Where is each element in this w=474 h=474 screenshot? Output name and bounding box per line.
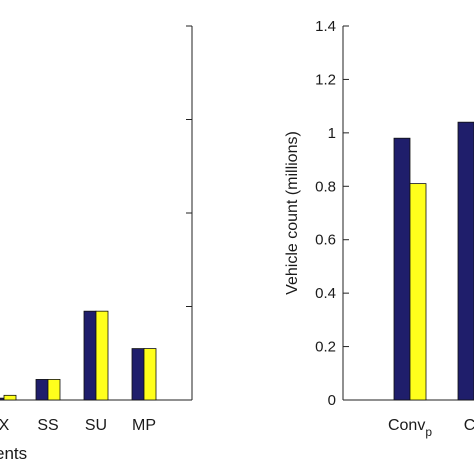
- left-bar-series2-mp: [143, 348, 157, 401]
- right-y-axis-label: Vehicle count (millions): [284, 131, 301, 295]
- right-bar-series1-cat1: [393, 137, 411, 401]
- left-bar-series2-su: [95, 310, 109, 401]
- right-y-tick-label: 0.8: [315, 178, 336, 195]
- left-chart: X SS SU MP ents: [0, 25, 193, 463]
- right-y-ticks: 0 0.2 0.4 0.6 0.8 1 1.2 1.4: [315, 18, 349, 409]
- left-x-tick-label: X: [0, 417, 10, 434]
- left-x-tick-label: SS: [37, 417, 58, 434]
- left-x-tick-label: SU: [85, 417, 107, 434]
- right-y-tick-label: 0.2: [315, 339, 336, 356]
- left-bar-series2-ss: [47, 379, 61, 401]
- right-bars: [393, 121, 474, 401]
- left-x-tick-labels: X SS SU MP: [0, 417, 156, 434]
- right-x-tick-label: Convp: [388, 417, 432, 439]
- right-bar-series1-cat2: [457, 121, 474, 401]
- left-bars: [0, 310, 157, 401]
- right-y-tick-label: 0.4: [315, 285, 336, 302]
- right-y-tick-label: 0: [328, 392, 336, 409]
- right-bar-series2-cat1: [409, 183, 427, 401]
- right-y-tick-label: 1.4: [315, 18, 336, 35]
- right-y-tick-label: 1.2: [315, 71, 336, 88]
- right-x-tick-labels: Convp Co: [388, 417, 474, 439]
- left-bar-series1-su: [83, 310, 97, 401]
- left-x-axis-label: ents: [0, 444, 27, 463]
- right-y-tick-label: 1: [328, 125, 336, 142]
- right-chart: 0 0.2 0.4 0.6 0.8 1 1.2 1.4 Convp Co Vehicle cou…: [284, 18, 474, 439]
- left-bar-series1-x: [0, 397, 5, 401]
- right-x-tick-label: Co: [464, 417, 474, 434]
- left-y-ticks: [186, 25, 192, 401]
- right-y-tick-label: 0.6: [315, 232, 336, 249]
- left-x-tick-label: MP: [132, 417, 156, 434]
- left-bar-series1-mp: [131, 348, 145, 401]
- left-bar-series1-ss: [35, 379, 49, 401]
- left-bar-series2-x: [3, 394, 17, 401]
